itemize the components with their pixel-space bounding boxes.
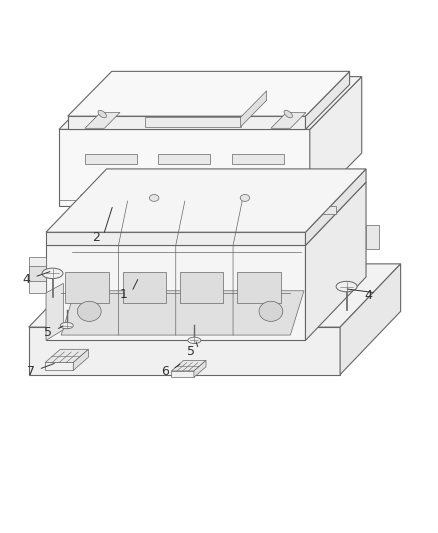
- Polygon shape: [76, 206, 336, 214]
- Polygon shape: [310, 77, 362, 206]
- Ellipse shape: [284, 110, 293, 118]
- Ellipse shape: [149, 195, 159, 201]
- FancyBboxPatch shape: [85, 154, 137, 164]
- FancyBboxPatch shape: [232, 154, 284, 164]
- Polygon shape: [145, 117, 240, 127]
- Text: 6: 6: [161, 366, 169, 378]
- Text: 5: 5: [187, 345, 195, 359]
- Polygon shape: [194, 360, 206, 377]
- Polygon shape: [29, 327, 340, 375]
- Polygon shape: [46, 284, 64, 341]
- Polygon shape: [67, 71, 350, 116]
- Polygon shape: [46, 245, 305, 341]
- Polygon shape: [171, 371, 194, 377]
- Polygon shape: [171, 360, 206, 371]
- Text: 2: 2: [92, 231, 100, 244]
- Ellipse shape: [78, 301, 101, 321]
- Polygon shape: [237, 272, 281, 303]
- Polygon shape: [180, 272, 223, 303]
- Ellipse shape: [42, 268, 63, 279]
- Polygon shape: [73, 349, 88, 370]
- Polygon shape: [271, 112, 306, 128]
- Polygon shape: [305, 182, 366, 341]
- Polygon shape: [123, 272, 166, 303]
- Ellipse shape: [188, 337, 201, 343]
- Text: 4: 4: [23, 273, 31, 286]
- Ellipse shape: [336, 281, 357, 292]
- Polygon shape: [240, 91, 267, 127]
- Text: 7: 7: [27, 366, 35, 378]
- Polygon shape: [66, 272, 109, 303]
- FancyBboxPatch shape: [159, 154, 210, 164]
- Polygon shape: [29, 266, 46, 281]
- Text: 5: 5: [44, 326, 52, 339]
- Polygon shape: [340, 264, 401, 375]
- Ellipse shape: [98, 110, 106, 118]
- Polygon shape: [305, 169, 366, 245]
- Ellipse shape: [240, 195, 250, 201]
- Ellipse shape: [259, 301, 283, 321]
- Polygon shape: [45, 349, 88, 362]
- Polygon shape: [67, 116, 305, 130]
- Text: 1: 1: [120, 288, 128, 301]
- Polygon shape: [29, 257, 46, 293]
- Polygon shape: [305, 71, 350, 130]
- Polygon shape: [59, 130, 310, 206]
- Ellipse shape: [60, 322, 73, 329]
- Polygon shape: [46, 169, 366, 232]
- Polygon shape: [29, 264, 401, 327]
- Polygon shape: [366, 225, 379, 248]
- Polygon shape: [45, 362, 73, 370]
- Text: 4: 4: [364, 289, 372, 302]
- Polygon shape: [85, 112, 120, 128]
- Polygon shape: [59, 77, 362, 130]
- Polygon shape: [46, 232, 305, 245]
- Polygon shape: [61, 291, 304, 335]
